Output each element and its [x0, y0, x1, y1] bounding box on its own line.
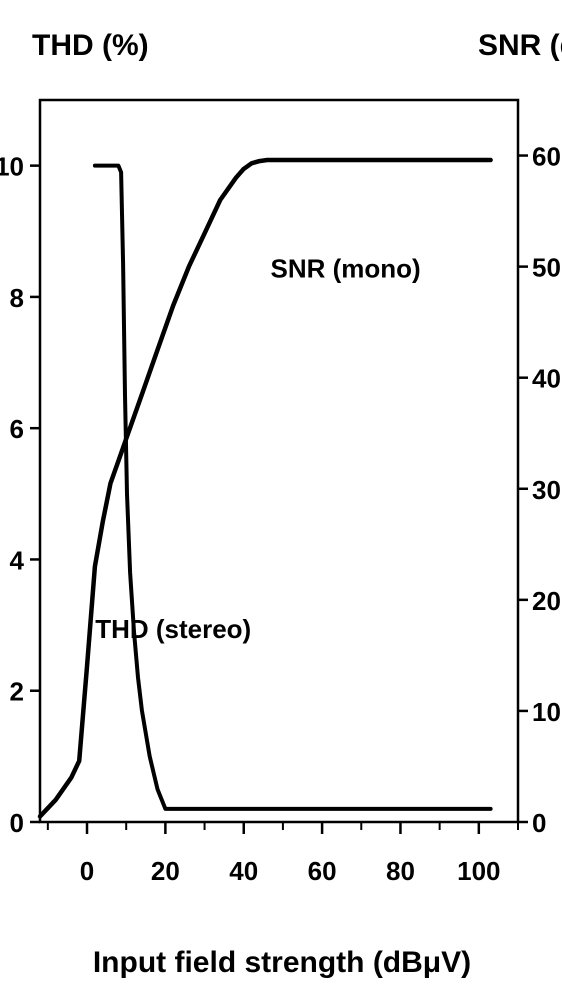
y-left-tick-label-6: 6 [10, 414, 24, 444]
axes [38, 98, 520, 824]
y-left-tick-label-4: 4 [10, 545, 25, 575]
series-line-thd-stereo [92, 163, 493, 811]
x-tick-label-80: 80 [386, 856, 415, 886]
y-right-tick-label-10: 10 [532, 697, 561, 727]
x-tick-label-40: 40 [229, 856, 258, 886]
y-left-tick-label-10: 10 [0, 152, 24, 182]
series-group [37, 157, 493, 819]
y-left-tick-label-8: 8 [10, 283, 24, 313]
y-right-tick-label-30: 30 [532, 475, 561, 505]
plot-frame [38, 98, 520, 824]
right-axis-title: SNR (dB) [478, 29, 562, 62]
y-right-tick-label-60: 60 [532, 142, 561, 172]
y-right-tick-label-20: 20 [532, 586, 561, 616]
y-right-tick-label-0: 0 [532, 808, 546, 838]
annotation-thd-stereo: THD (stereo) [95, 614, 251, 644]
x-tick-label-100: 100 [457, 856, 500, 886]
x-tick-label-20: 20 [151, 856, 180, 886]
y-right-tick-label-50: 50 [532, 253, 561, 283]
x-tick-label-0: 0 [80, 856, 94, 886]
annotation-snr-mono: SNR (mono) [271, 254, 421, 284]
series-line-snr-mono [37, 157, 493, 819]
x-axis-title: Input field strength (dBμV) [93, 946, 471, 979]
x-tick-label-60: 60 [308, 856, 337, 886]
y-right-tick-label-40: 40 [532, 364, 561, 394]
y-left-tick-label-2: 2 [10, 677, 24, 707]
y-left-tick-label-0: 0 [10, 808, 24, 838]
left-axis-title: THD (%) [32, 29, 149, 62]
